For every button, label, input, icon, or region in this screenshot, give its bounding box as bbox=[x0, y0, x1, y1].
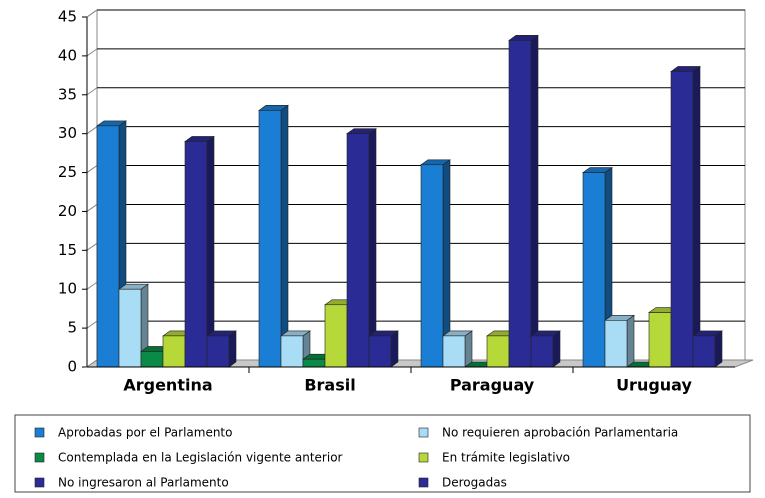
grid-line-side bbox=[86, 242, 98, 251]
bar bbox=[96, 125, 120, 368]
legend-label: Derogadas bbox=[442, 476, 507, 490]
bar bbox=[582, 172, 606, 368]
y-tick-label: 45 bbox=[58, 8, 77, 26]
bar bbox=[508, 40, 532, 368]
bar bbox=[692, 335, 716, 368]
x-tick-label: Paraguay bbox=[450, 376, 535, 395]
x-tick-label: Uruguay bbox=[616, 376, 692, 395]
bar bbox=[442, 335, 466, 368]
grid-line-side bbox=[86, 281, 98, 290]
y-tick-label: 30 bbox=[58, 124, 77, 142]
bar bbox=[420, 164, 444, 368]
bar-side bbox=[714, 330, 723, 368]
legend-swatch bbox=[418, 477, 429, 488]
bar bbox=[140, 351, 164, 368]
grid-line-side bbox=[86, 320, 98, 329]
bar bbox=[670, 71, 694, 368]
y-tick-label: 0 bbox=[67, 358, 77, 376]
bar bbox=[486, 335, 510, 368]
y-tick-label: 40 bbox=[58, 46, 77, 64]
bar bbox=[324, 304, 348, 368]
y-tick-label: 15 bbox=[58, 241, 77, 259]
legend-swatch bbox=[418, 427, 429, 438]
x-tick-label: Argentina bbox=[123, 376, 212, 395]
y-tick-label: 25 bbox=[58, 163, 77, 181]
bar bbox=[206, 335, 230, 368]
bar bbox=[184, 141, 208, 368]
legend-swatch bbox=[418, 452, 429, 463]
legend-label: Aprobadas por el Parlamento bbox=[58, 426, 232, 440]
bar bbox=[368, 335, 392, 368]
bar bbox=[280, 335, 304, 368]
grid-line-side bbox=[86, 9, 98, 18]
y-tick-label: 10 bbox=[58, 280, 77, 298]
x-tick-label: Brasil bbox=[304, 376, 355, 395]
bar-side bbox=[280, 104, 289, 368]
bar bbox=[258, 110, 282, 368]
legend-label: Contemplada en la Legislación vigente an… bbox=[58, 451, 343, 465]
y-tick-label: 5 bbox=[67, 319, 77, 337]
side-wall bbox=[86, 9, 98, 368]
bar bbox=[604, 320, 628, 368]
bar bbox=[302, 358, 326, 368]
grid-line-side bbox=[86, 126, 98, 135]
legend-swatch bbox=[34, 452, 45, 463]
y-tick-label: 20 bbox=[58, 202, 77, 220]
grid-line-side bbox=[86, 48, 98, 57]
bar bbox=[530, 335, 554, 368]
bar-side bbox=[626, 314, 635, 368]
bar-side bbox=[692, 65, 701, 368]
bar-side bbox=[530, 34, 539, 368]
legend-swatch bbox=[34, 427, 45, 438]
legend-swatch bbox=[34, 477, 45, 488]
bar-side bbox=[368, 128, 377, 368]
legend-label: En trámite legislativo bbox=[442, 451, 570, 465]
legend-box bbox=[14, 414, 751, 493]
bar bbox=[162, 335, 186, 368]
y-tick-label: 35 bbox=[58, 85, 77, 103]
grid-line-side bbox=[86, 165, 98, 173]
bar-side bbox=[464, 330, 473, 368]
legend-label: No requieren aprobación Parlamentaria bbox=[442, 426, 678, 440]
bar bbox=[346, 133, 370, 368]
bar-side bbox=[228, 330, 237, 368]
grid-line-side bbox=[86, 204, 98, 212]
bar-side bbox=[552, 330, 561, 368]
legend-label: No ingresaron al Parlamento bbox=[58, 476, 229, 490]
grid-line-side bbox=[86, 87, 98, 96]
bar bbox=[118, 288, 142, 368]
bar-side bbox=[390, 330, 399, 368]
bar bbox=[648, 312, 672, 368]
